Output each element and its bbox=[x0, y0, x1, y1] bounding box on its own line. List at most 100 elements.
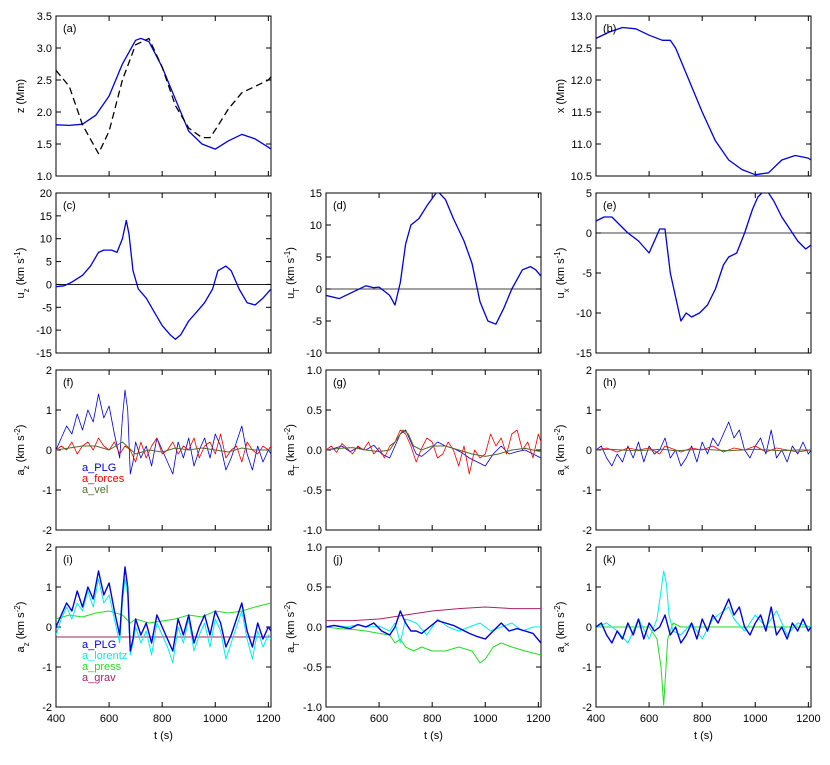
x-tick-label: 800 bbox=[423, 713, 441, 725]
y-tick-label: 0 bbox=[586, 228, 592, 240]
y-tick-label: 0 bbox=[46, 445, 52, 457]
y-tick-label: 2 bbox=[586, 542, 592, 554]
y-axis-label: aT (km s-2) bbox=[283, 601, 301, 653]
y-axis-label: ax (km s-2) bbox=[553, 602, 571, 653]
y-tick-label: -5 bbox=[42, 302, 52, 314]
y-tick-label: 1.0 bbox=[307, 365, 322, 377]
panel-b: 10.5 11.0 11.5 12.0 12.5 13.0 x (Mm) (b) bbox=[555, 11, 812, 183]
y-tick-label: 1.0 bbox=[37, 171, 52, 183]
panel-label: (h) bbox=[603, 377, 616, 389]
y-tick-label: -15 bbox=[576, 348, 592, 360]
y-axis-label: az (km s-2) bbox=[13, 602, 31, 653]
y-tick-label: 0 bbox=[46, 622, 52, 634]
y-tick-label: 20 bbox=[40, 188, 52, 200]
y-tick-label: 1 bbox=[46, 582, 52, 594]
y-tick-label: 12.5 bbox=[571, 43, 592, 55]
y-tick-label: 2 bbox=[46, 542, 52, 554]
y-tick-label: 10 bbox=[40, 234, 52, 246]
series-line bbox=[56, 441, 271, 455]
y-tick-label: -10 bbox=[576, 308, 592, 320]
series-line bbox=[596, 193, 811, 322]
y-tick-label: -0.5 bbox=[303, 485, 322, 497]
panel-c: -15 -10 -5 0 5 10 15 20 uz (km s-1) (c) bbox=[13, 188, 272, 360]
y-axis-label: az (km s-2) bbox=[13, 425, 31, 476]
series-line bbox=[326, 429, 541, 467]
y-tick-label: 1 bbox=[46, 405, 52, 417]
panel-i: -2 -1 0 1 2 400 600 800 1000 1200 t (s) az (km s-2)… bbox=[13, 542, 281, 742]
panel-label: (f) bbox=[63, 377, 73, 389]
y-tick-label: 0.0 bbox=[307, 622, 322, 634]
y-tick-label: 0 bbox=[586, 622, 592, 634]
series-line bbox=[596, 421, 811, 467]
panel-label: (j) bbox=[333, 554, 343, 566]
x-tick-label: 600 bbox=[640, 713, 658, 725]
y-tick-label: 11.5 bbox=[571, 107, 592, 119]
y-tick-label: 0 bbox=[46, 279, 52, 291]
legend-entry: a_lorentz bbox=[82, 650, 127, 662]
y-tick-label: -2 bbox=[42, 702, 52, 714]
y-tick-label: 0 bbox=[586, 445, 592, 457]
y-tick-label: -2 bbox=[582, 525, 592, 537]
y-axis-label: x (Mm) bbox=[555, 79, 567, 113]
series-line bbox=[326, 606, 541, 622]
y-tick-label: 1 bbox=[586, 582, 592, 594]
y-tick-label: 5 bbox=[316, 252, 322, 264]
series-line bbox=[596, 622, 811, 706]
legend-entry: a_PLG bbox=[82, 639, 116, 651]
y-axis-label: z (Mm) bbox=[15, 79, 27, 113]
panel-label: (d) bbox=[333, 200, 346, 212]
plot-frame bbox=[325, 369, 542, 531]
y-tick-label: 13.0 bbox=[571, 11, 592, 23]
y-tick-label: 5 bbox=[46, 257, 52, 269]
series-line bbox=[596, 26, 811, 176]
y-axis-label: ux (km s-1) bbox=[553, 248, 571, 299]
x-tick-label: 1200 bbox=[526, 713, 550, 725]
legend-entry: a_grav bbox=[82, 672, 116, 684]
panel-label: (k) bbox=[603, 554, 616, 566]
y-tick-label: 15 bbox=[40, 211, 52, 223]
legend-entry: a_press bbox=[82, 661, 122, 673]
y-tick-label: -1 bbox=[582, 662, 592, 674]
series-line bbox=[326, 610, 541, 644]
series-line bbox=[56, 566, 271, 652]
y-tick-label: 10 bbox=[310, 220, 322, 232]
x-tick-label: 600 bbox=[100, 713, 118, 725]
y-axis-label: uT (km s-1) bbox=[283, 247, 301, 299]
y-tick-label: -0.5 bbox=[303, 662, 322, 674]
y-tick-label: -10 bbox=[306, 348, 322, 360]
y-tick-label: 2 bbox=[46, 365, 52, 377]
y-tick-label: 0.5 bbox=[307, 405, 322, 417]
y-tick-label: 1.5 bbox=[37, 139, 52, 151]
series-line bbox=[56, 37, 271, 150]
plot-frame bbox=[325, 192, 542, 354]
y-tick-label: -10 bbox=[36, 325, 52, 337]
x-tick-label: 400 bbox=[47, 713, 65, 725]
x-tick-label: 1000 bbox=[203, 713, 227, 725]
y-tick-label: -5 bbox=[312, 316, 322, 328]
y-tick-label: 10.5 bbox=[571, 171, 592, 183]
series-line bbox=[596, 448, 811, 452]
y-tick-label: 5 bbox=[586, 188, 592, 200]
panel-h: -2 -1 0 1 2 ax (km s-2) (h) bbox=[553, 365, 812, 537]
y-tick-label: -1.0 bbox=[303, 525, 322, 537]
legend-entry: a_vel bbox=[82, 484, 108, 496]
plot-frame bbox=[55, 192, 272, 354]
panel-label: (i) bbox=[63, 554, 73, 566]
y-tick-label: 15 bbox=[310, 188, 322, 200]
series-line bbox=[56, 37, 271, 155]
y-tick-label: -2 bbox=[42, 525, 52, 537]
y-tick-label: 2.5 bbox=[37, 75, 52, 87]
legend-entry: a_PLG bbox=[82, 462, 116, 474]
panel-label: (c) bbox=[63, 200, 76, 212]
plot-frame bbox=[55, 15, 272, 177]
y-tick-label: 3.0 bbox=[37, 43, 52, 55]
y-tick-label: 2.0 bbox=[37, 107, 52, 119]
y-tick-label: 0 bbox=[316, 284, 322, 296]
y-tick-label: -1 bbox=[582, 485, 592, 497]
panel-label: (b) bbox=[603, 23, 616, 35]
y-tick-label: 1.0 bbox=[307, 542, 322, 554]
y-tick-label: 1 bbox=[586, 405, 592, 417]
y-axis-label: ax (km s-2) bbox=[553, 425, 571, 476]
